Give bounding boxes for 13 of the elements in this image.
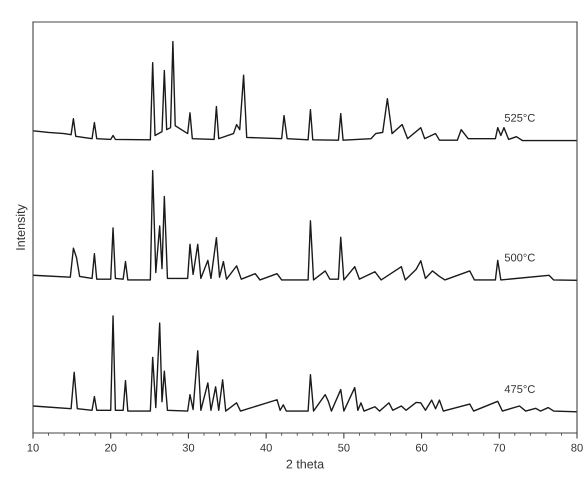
- x-tick-label: 50: [338, 444, 350, 452]
- x-tick-label: 80: [571, 444, 583, 452]
- series-label: 500°C: [504, 254, 535, 262]
- x-tick-label: 20: [105, 444, 116, 452]
- y-axis-title: Intensity: [16, 204, 28, 250]
- series-label: 525°C: [504, 114, 535, 122]
- x-tick-label: 30: [182, 444, 194, 452]
- x-tick-label: 10: [28, 444, 39, 452]
- series-label: 475°C: [504, 385, 535, 393]
- x-tick-label: 70: [494, 444, 506, 452]
- x-axis-title: 2 theta: [286, 459, 324, 469]
- x-tick-label: 60: [416, 444, 428, 452]
- x-tick-label: 40: [260, 444, 272, 452]
